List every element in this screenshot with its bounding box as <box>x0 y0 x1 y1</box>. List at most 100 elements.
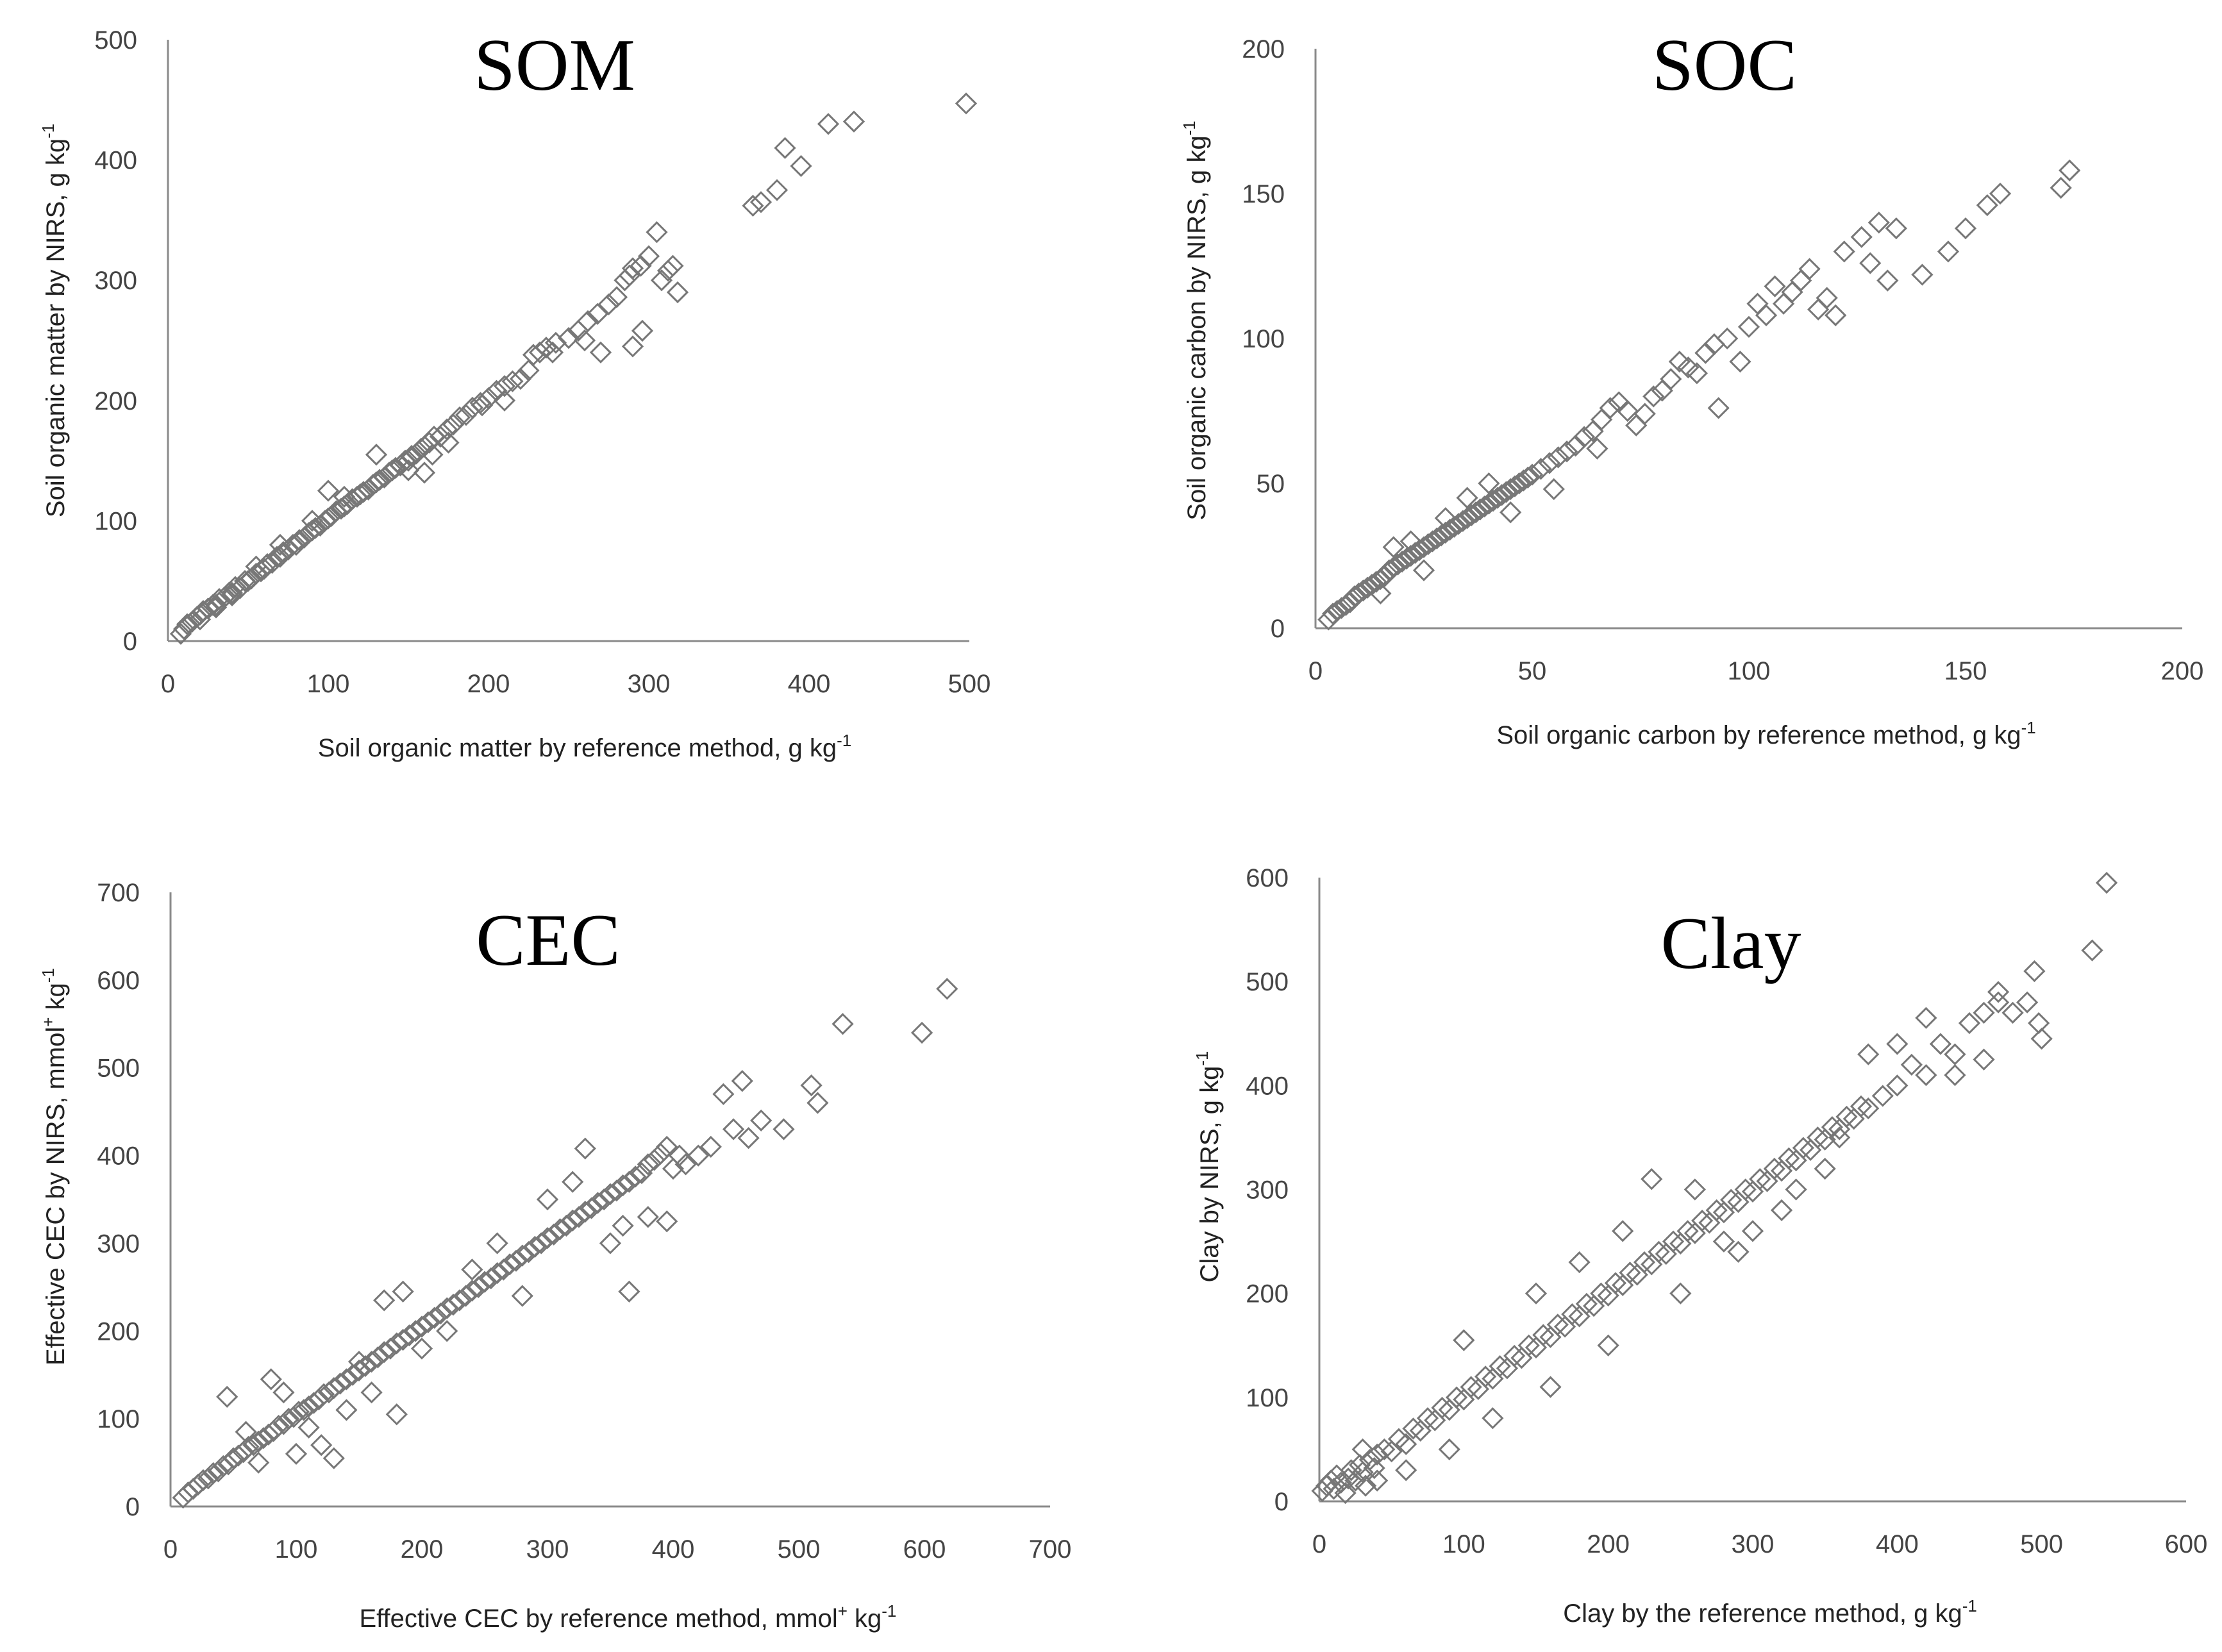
cec-x-axis-label: Effective CEC by reference method, mmol+… <box>359 1601 896 1633</box>
clay-data-point <box>1363 1456 1385 1480</box>
cec-data-point <box>699 1135 722 1158</box>
som-y-axis-label: Soil organic matter by NIRS, g kg-1 <box>38 124 70 517</box>
cec-data-point <box>292 1399 315 1421</box>
cec-data-point <box>612 1214 634 1237</box>
soc-data-point <box>1430 524 1453 547</box>
som-data-point <box>493 375 516 397</box>
clay-x-axis-label-text: Clay by the reference method, g kg <box>1563 1599 1962 1628</box>
cec-data-point <box>637 1206 659 1228</box>
som-data-point <box>765 179 789 201</box>
som-data-point <box>656 260 680 282</box>
soc-y-axis-label: Soil organic carbon by NIRS, g kg-1 <box>1180 121 1211 520</box>
clay-data-point <box>1828 1126 1851 1149</box>
clay-data-point <box>1474 1365 1497 1388</box>
som-data-point <box>400 444 423 467</box>
som-y-tick-label: 400 <box>94 147 137 175</box>
soc-data-point <box>1478 472 1500 495</box>
cec-data-point <box>260 1368 282 1390</box>
soc-data-point <box>1798 258 1821 280</box>
cec-data-point <box>530 1232 553 1255</box>
soc-x-tick-label: 150 <box>1944 657 1987 685</box>
soc-data-point <box>1343 585 1366 608</box>
cec-y-axis-label-tail: kg <box>42 983 70 1017</box>
clay-data-point <box>1871 1085 1894 1107</box>
som-data-point <box>357 478 380 501</box>
cec-y-tick-label: 300 <box>97 1230 140 1258</box>
cec-data-point <box>202 1462 224 1485</box>
clay-data-point <box>1348 1454 1371 1476</box>
som-data-point <box>646 221 668 244</box>
som-data-point <box>397 449 420 472</box>
som-y-axis-label-sup: -1 <box>38 124 58 138</box>
soc-data-point <box>1503 475 1526 497</box>
cec-data-point <box>536 1188 559 1211</box>
cec-x-axis-label-sup: + <box>838 1601 848 1621</box>
soc-data-point <box>1694 342 1717 364</box>
soc-data-point <box>1599 397 1621 419</box>
clay-data-point <box>2023 960 2046 983</box>
som-data-point <box>181 610 203 633</box>
cec-data-point <box>562 1171 584 1193</box>
som-y-tick-label: 500 <box>94 26 137 54</box>
som-data-point <box>535 337 558 359</box>
cec-data-point <box>398 1324 421 1347</box>
clay-data-point <box>1850 1095 1873 1117</box>
soc-data-point <box>1547 446 1569 469</box>
cec-data-point <box>773 1118 795 1140</box>
som-data-point <box>373 466 396 488</box>
som-data-point <box>573 329 596 352</box>
cec-x-axis-label-tail: kg <box>848 1605 881 1633</box>
som-data-point <box>605 286 628 308</box>
cec-data-point <box>806 1092 829 1114</box>
cec-data-point <box>197 1467 219 1490</box>
cec-data-point <box>267 1414 290 1437</box>
som-title: SOM <box>474 24 635 106</box>
cec-data-point <box>473 1271 496 1293</box>
cec-y-axis-label-sup: + <box>38 1017 58 1027</box>
soc-data-point <box>1417 533 1439 556</box>
chart-soc: SOC 0 50 100 150 200 0 50 100 150 200 Soil organic … <box>1180 24 2203 749</box>
soc-data-point <box>1660 368 1682 390</box>
som-data-point <box>288 529 311 551</box>
soc-data-point <box>1330 597 1353 619</box>
soc-data-point <box>1456 487 1478 509</box>
cec-data-point <box>367 1346 389 1369</box>
cec-data-point <box>272 1413 295 1435</box>
cec-data-point <box>505 1249 528 1272</box>
som-x-tick-label: 300 <box>628 670 671 698</box>
soc-data-point <box>1685 362 1708 385</box>
soc-data-point <box>1668 351 1691 373</box>
soc-data-point <box>1356 576 1379 599</box>
clay-data-point <box>1366 1469 1389 1492</box>
cec-data-point <box>731 1070 753 1092</box>
soc-data-point <box>1399 530 1422 553</box>
som-data-point <box>448 406 471 429</box>
soc-data-point <box>1781 281 1803 303</box>
som-data-point <box>285 533 308 556</box>
som-data-point <box>221 581 244 605</box>
soc-data-point <box>1755 304 1778 326</box>
cec-data-point <box>247 1430 270 1453</box>
som-data-point <box>205 596 228 619</box>
clay-data-point <box>1524 1282 1548 1305</box>
soc-data-point <box>1348 582 1370 605</box>
soc-data-point <box>1482 489 1505 512</box>
soc-x-tick-label: 0 <box>1308 657 1323 685</box>
clay-data-point <box>1691 1210 1714 1232</box>
soc-data-point <box>1412 559 1435 581</box>
cec-data-point <box>347 1359 371 1381</box>
clay-data-point <box>1561 1303 1583 1326</box>
cec-data-point <box>737 1127 760 1149</box>
soc-y-axis-label-text: Soil organic carbon by NIRS, g kg <box>1183 135 1211 520</box>
som-data-point <box>333 485 356 508</box>
soc-y-tick-label: 50 <box>1257 470 1285 498</box>
clay-data-point <box>1445 1386 1468 1408</box>
clay-data-point <box>1323 1478 1345 1500</box>
cec-data-point <box>335 1399 358 1421</box>
cec-y-axis-label-sup2: -1 <box>38 968 58 983</box>
cec-data-point <box>612 1174 634 1197</box>
soc-data-point <box>1434 507 1457 530</box>
som-data-point <box>317 480 340 502</box>
cec-x-tick-label: 700 <box>1029 1535 1072 1564</box>
som-data-point <box>817 113 840 135</box>
